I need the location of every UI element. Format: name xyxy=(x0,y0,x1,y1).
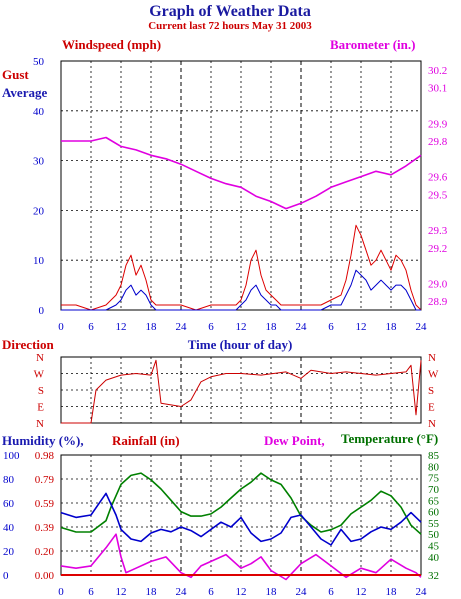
x-tick-label: 24 xyxy=(296,321,308,333)
temperature-tick-label: 75 xyxy=(428,473,440,485)
humidity-tick-label: 40 xyxy=(3,522,15,534)
direction-tick-left: N xyxy=(36,418,44,430)
x-tick-label: 24 xyxy=(176,321,188,333)
x-tick-label: 12 xyxy=(236,321,247,333)
rainfall-tick-label: 0.20 xyxy=(35,546,55,558)
temperature-tick-label: 40 xyxy=(428,552,440,564)
humidity-tick-label: 100 xyxy=(3,450,20,462)
direction-tick-right: N xyxy=(428,352,436,364)
direction-tick-right: E xyxy=(428,402,435,414)
x-tick-label: 18 xyxy=(146,586,158,598)
rainfall-tick-label: 0.39 xyxy=(35,522,55,534)
direction-tick-left: E xyxy=(37,402,44,414)
barometer-tick-label: 29.0 xyxy=(428,278,448,290)
x-tick-label: 6 xyxy=(208,321,214,333)
rainfall-tick-label: 0.98 xyxy=(35,450,55,462)
x-tick-label: 12 xyxy=(236,586,247,598)
direction-tick-right: S xyxy=(428,385,434,397)
direction-tick-right: N xyxy=(428,418,436,430)
x-tick-label: 18 xyxy=(266,321,278,333)
x-tick-label: 12 xyxy=(116,586,127,598)
windspeed-tick-label: 50 xyxy=(33,56,45,68)
x-tick-label: 6 xyxy=(328,586,334,598)
chart-subtitle: Current last 72 hours May 31 2003 xyxy=(148,20,312,32)
temperature-tick-label: 80 xyxy=(428,461,440,473)
direction-tick-left: S xyxy=(38,385,44,397)
temperature-tick-label: 50 xyxy=(428,529,440,541)
windspeed-label: Windspeed (mph) xyxy=(62,37,161,52)
x-tick-label: 12 xyxy=(116,321,127,333)
direction-series-line xyxy=(61,359,422,424)
x-tick-label: 18 xyxy=(386,321,398,333)
temperature-tick-label: 70 xyxy=(428,484,440,496)
humidity-tick-label: 20 xyxy=(3,546,15,558)
x-tick-label: 24 xyxy=(416,586,428,598)
x-axis-label: Time (hour of day) xyxy=(188,337,293,352)
humidity-tick-label: 60 xyxy=(3,498,15,510)
barometer-label: Barometer (in.) xyxy=(330,37,415,52)
average-series-line xyxy=(61,269,421,311)
temperature-tick-label: 45 xyxy=(428,541,440,553)
barometer-tick-label: 29.2 xyxy=(428,243,447,255)
direction-label: Direction xyxy=(2,337,55,352)
barometer-series-line xyxy=(61,136,422,210)
rainfall-tick-label: 0.00 xyxy=(35,570,55,582)
barometer-tick-label: 29.3 xyxy=(428,225,448,237)
dew-point-series-line xyxy=(60,533,422,581)
barometer-tick-label: 29.5 xyxy=(428,189,448,201)
temperature-tick-label: 32 xyxy=(428,570,439,582)
direction-tick-right: W xyxy=(428,369,439,381)
temperature-tick-label: 60 xyxy=(428,507,440,519)
temperature-series-line xyxy=(60,472,422,535)
windspeed-tick-label: 30 xyxy=(33,156,45,168)
humidity-tick-label: 80 xyxy=(3,474,15,486)
x-tick-label: 6 xyxy=(88,321,94,333)
windspeed-tick-label: 10 xyxy=(33,255,45,267)
rainfall-label: Rainfall (in) xyxy=(112,433,180,448)
rainfall-tick-label: 0.79 xyxy=(35,474,55,486)
x-tick-label: 6 xyxy=(328,321,334,333)
dewpoint-label: Dew Point, xyxy=(264,433,325,448)
barometer-tick-label: 29.6 xyxy=(428,172,448,184)
x-tick-label: 18 xyxy=(266,586,278,598)
direction-tick-left: W xyxy=(34,369,45,381)
humidity-label: Humidity (%), xyxy=(2,433,84,448)
barometer-tick-label: 29.9 xyxy=(428,118,448,130)
x-tick-label: 24 xyxy=(416,321,428,333)
windspeed-tick-label: 0 xyxy=(39,305,45,317)
direction-tick-left: N xyxy=(36,352,44,364)
x-tick-label: 24 xyxy=(296,586,308,598)
temperature-tick-label: 55 xyxy=(428,518,440,530)
chart-title: Graph of Weather Data xyxy=(149,3,311,20)
gust-series-line xyxy=(61,224,422,311)
x-tick-label: 18 xyxy=(146,321,158,333)
x-tick-label: 0 xyxy=(58,321,64,333)
x-tick-label: 12 xyxy=(356,321,367,333)
temperature-label: Temperature (°F) xyxy=(341,431,438,446)
gust-label: Gust xyxy=(2,67,29,82)
humidity-series-line xyxy=(60,492,422,546)
x-tick-label: 12 xyxy=(356,586,367,598)
x-tick-label: 24 xyxy=(176,586,188,598)
barometer-tick-label: 29.8 xyxy=(428,136,448,148)
x-tick-label: 6 xyxy=(88,586,94,598)
plot-layer: 0 6 12 18 24 6 12 18 24 6 12 18 24 0 10 20 30 40 50 28.9 29.… xyxy=(3,56,448,598)
rainfall-tick-label: 0.59 xyxy=(35,498,55,510)
x-tick-label: 0 xyxy=(58,586,64,598)
x-tick-label: 6 xyxy=(208,586,214,598)
average-label: Average xyxy=(2,85,47,100)
temperature-tick-label: 85 xyxy=(428,450,440,462)
barometer-tick-label: 30.2 xyxy=(428,65,447,77)
windspeed-tick-label: 40 xyxy=(33,106,45,118)
temperature-tick-label: 65 xyxy=(428,495,440,507)
x-tick-label: 18 xyxy=(386,586,398,598)
windspeed-tick-label: 20 xyxy=(33,205,45,217)
barometer-tick-label: 28.9 xyxy=(428,296,448,308)
barometer-tick-label: 30.1 xyxy=(428,83,447,95)
humidity-tick-label: 0 xyxy=(3,570,9,582)
